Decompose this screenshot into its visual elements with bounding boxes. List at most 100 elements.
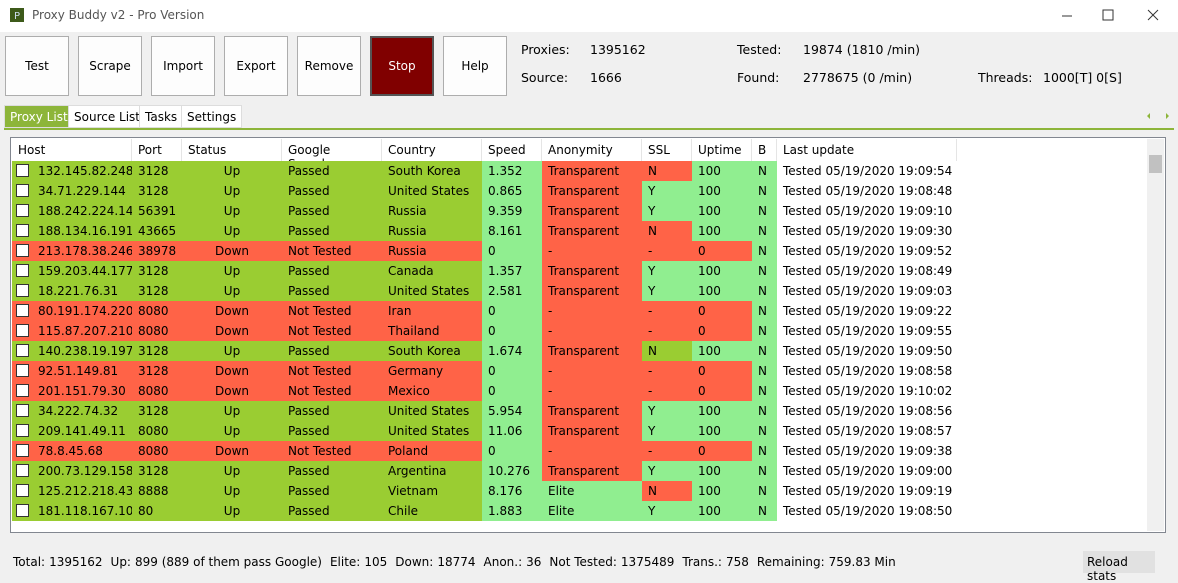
table-cell: 8080 (132, 321, 182, 341)
table-cell: United States (382, 181, 482, 201)
table-cell: N (752, 321, 777, 341)
row-checkbox[interactable] (16, 264, 29, 277)
scrollbar[interactable] (1147, 139, 1164, 531)
column-header[interactable]: Uptime (692, 139, 752, 161)
column-header[interactable]: B (752, 139, 777, 161)
table-cell: 34.222.74.32 (12, 401, 132, 421)
toolbar-button[interactable]: Import (151, 36, 215, 96)
row-checkbox[interactable] (16, 504, 29, 517)
table-cell: - (542, 321, 642, 341)
row-checkbox[interactable] (16, 324, 29, 337)
row-checkbox[interactable] (16, 484, 29, 497)
table-cell: 159.203.44.177 (12, 261, 132, 281)
table-cell: Tested 05/19/2020 19:09:03 (777, 281, 957, 301)
column-header[interactable]: Google Search (282, 139, 382, 171)
table-cell: 1.352 (482, 161, 542, 181)
table-cell: 8888 (132, 481, 182, 501)
table-cell: Passed (282, 161, 382, 181)
column-header[interactable]: Host (12, 139, 132, 161)
column-header[interactable]: Speed (482, 139, 542, 161)
tab[interactable]: Source List (68, 105, 147, 128)
row-checkbox[interactable] (16, 204, 29, 217)
table-cell: Down (182, 381, 282, 401)
table-cell: Up (182, 401, 282, 421)
row-checkbox[interactable] (16, 384, 29, 397)
window-controls[interactable] (1050, 0, 1178, 32)
svg-text:P: P (14, 11, 20, 22)
table-cell: Russia (382, 201, 482, 221)
table-cell: 201.151.79.30 (12, 381, 132, 401)
table-cell: 3128 (132, 401, 182, 421)
column-header[interactable]: Port (132, 139, 182, 161)
table-cell: N (642, 221, 692, 241)
table-cell: N (752, 241, 777, 261)
stat-value: 1395162 (590, 42, 646, 57)
row-checkbox[interactable] (16, 444, 29, 457)
table-cell: Up (182, 181, 282, 201)
status-value: 1375489 (620, 555, 675, 569)
row-checkbox[interactable] (16, 464, 29, 477)
row-checkbox[interactable] (16, 224, 29, 237)
status-label: Trans.: (682, 555, 722, 569)
row-checkbox[interactable] (16, 404, 29, 417)
table-cell: 3128 (132, 281, 182, 301)
table-cell: Passed (282, 421, 382, 441)
table-cell: N (752, 281, 777, 301)
table-cell: United States (382, 401, 482, 421)
row-checkbox[interactable] (16, 344, 29, 357)
status-value: 18774 (437, 555, 476, 569)
row-checkbox[interactable] (16, 244, 29, 257)
row-checkbox[interactable] (16, 284, 29, 297)
status-label: Total: (13, 555, 46, 569)
toolbar-button[interactable]: Test (5, 36, 69, 96)
table-cell: N (752, 381, 777, 401)
column-header[interactable]: Anonymity (542, 139, 642, 161)
table-cell: Tested 05/19/2020 19:10:02 (777, 381, 957, 401)
table-cell: Tested 05/19/2020 19:09:00 (777, 461, 957, 481)
table-cell: 0 (482, 381, 542, 401)
column-header[interactable]: Status (182, 139, 282, 161)
row-checkbox[interactable] (16, 184, 29, 197)
table-cell: Tested 05/19/2020 19:09:30 (777, 221, 957, 241)
column-header[interactable]: Country (382, 139, 482, 161)
toolbar-button[interactable]: Export (224, 36, 288, 96)
tab-scroll[interactable] (1144, 110, 1174, 122)
table-cell: 11.06 (482, 421, 542, 441)
column-header[interactable]: SSL (642, 139, 692, 161)
table-cell: Up (182, 261, 282, 281)
table-cell: 8080 (132, 381, 182, 401)
table-cell: - (542, 381, 642, 401)
table-cell: N (642, 481, 692, 501)
status-label: Not Tested: (549, 555, 617, 569)
table-cell: Up (182, 281, 282, 301)
toolbar-button[interactable]: Stop (370, 36, 434, 96)
stat-label: Proxies: (521, 42, 570, 57)
column-header[interactable]: Last update (777, 139, 957, 161)
row-checkbox[interactable] (16, 304, 29, 317)
toolbar-button[interactable]: Help (443, 36, 507, 96)
table-cell: United States (382, 421, 482, 441)
tab[interactable]: Proxy List (4, 105, 74, 128)
row-checkbox[interactable] (16, 164, 29, 177)
status-label: Remaining: (756, 555, 825, 569)
tab[interactable]: Tasks (139, 105, 184, 128)
table-cell: Tested 05/19/2020 19:09:55 (777, 321, 957, 341)
table-cell: N (752, 301, 777, 321)
toolbar-button[interactable]: Remove (297, 36, 361, 96)
table-cell: Not Tested (282, 441, 382, 461)
reload-button[interactable]: Reload stats (1083, 551, 1155, 583)
table-cell: 125.212.218.43 (12, 481, 132, 501)
row-checkbox[interactable] (16, 364, 29, 377)
toolbar-button[interactable]: Scrape (78, 36, 142, 96)
table-cell: - (642, 321, 692, 341)
table-cell: Poland (382, 441, 482, 461)
row-checkbox[interactable] (16, 424, 29, 437)
table-cell: Up (182, 481, 282, 501)
table-cell: 100 (692, 221, 752, 241)
scroll-thumb[interactable] (1149, 155, 1162, 173)
tab[interactable]: Settings (181, 105, 243, 128)
table-cell: 78.8.45.68 (12, 441, 132, 461)
table-cell: Tested 05/19/2020 19:08:56 (777, 401, 957, 421)
table-cell: Transparent (542, 261, 642, 281)
